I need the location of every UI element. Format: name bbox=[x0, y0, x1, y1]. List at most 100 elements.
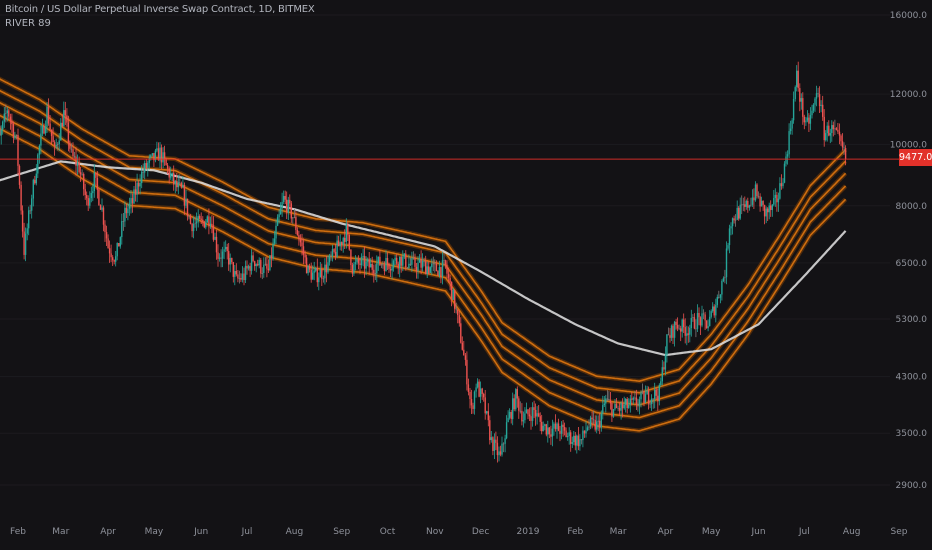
candle-body bbox=[818, 94, 821, 106]
candle-body bbox=[594, 420, 596, 430]
candle-body bbox=[267, 268, 270, 271]
candle-body bbox=[719, 294, 722, 298]
candle-body bbox=[162, 152, 164, 163]
candle-body bbox=[257, 264, 259, 266]
candle-body bbox=[159, 147, 161, 161]
candle-body bbox=[365, 261, 367, 269]
candle-body bbox=[205, 222, 207, 228]
x-tick-label: Jul bbox=[798, 527, 810, 537]
candle-body bbox=[657, 395, 659, 402]
candle-body bbox=[686, 333, 688, 336]
candle-body bbox=[270, 255, 273, 259]
x-tick-label: Apr bbox=[658, 527, 674, 537]
candle-body bbox=[727, 245, 729, 249]
candle-body bbox=[383, 265, 386, 272]
candle-body bbox=[815, 93, 818, 99]
candle-body bbox=[800, 98, 802, 102]
candle-body bbox=[218, 257, 221, 259]
candle-body bbox=[3, 113, 5, 122]
candle-body bbox=[438, 267, 441, 276]
candle-body bbox=[467, 384, 470, 392]
candle-body bbox=[660, 381, 662, 385]
candle-body bbox=[649, 403, 651, 405]
candle-body bbox=[313, 270, 315, 273]
candle-body bbox=[170, 174, 172, 178]
candle-body bbox=[534, 410, 537, 417]
time-axis[interactable]: Feb Mar Apr May Jun Jul Aug Sep Oct Nov Dec 2019 Feb… bbox=[0, 512, 932, 550]
candle-body bbox=[455, 308, 457, 310]
candle-body bbox=[160, 147, 163, 163]
candle-body bbox=[295, 216, 297, 230]
candle-body bbox=[721, 281, 723, 295]
candle-body bbox=[460, 323, 462, 343]
candle-body bbox=[443, 260, 445, 261]
candle-body bbox=[432, 262, 434, 264]
candle-body bbox=[734, 219, 737, 221]
candle-body bbox=[667, 334, 670, 336]
candle-body bbox=[0, 129, 2, 136]
candle-body bbox=[602, 405, 604, 414]
candle-body bbox=[733, 218, 735, 221]
candle-body bbox=[615, 404, 618, 408]
candle-body bbox=[348, 234, 350, 250]
x-tick-label: Nov bbox=[426, 527, 444, 537]
candle-body bbox=[542, 425, 544, 432]
candle-body bbox=[431, 263, 433, 268]
candle-body bbox=[292, 217, 294, 219]
candle-body bbox=[434, 262, 436, 264]
candle-body bbox=[254, 261, 256, 267]
candle-body bbox=[519, 410, 521, 412]
long-ma-line bbox=[0, 160, 847, 357]
y-tick-label: 2900.0 bbox=[896, 481, 928, 491]
candle-body bbox=[441, 260, 444, 277]
candle-body bbox=[130, 198, 132, 204]
candle-body bbox=[228, 251, 230, 265]
candle-body bbox=[382, 264, 384, 266]
candle-body bbox=[724, 277, 726, 279]
indicator-label[interactable]: RIVER 89 bbox=[5, 18, 51, 29]
price-axis[interactable]: 16000.0 12000.0 10000.0 8000.0 6500.0 5300.0 4… bbox=[890, 11, 927, 491]
candle-body bbox=[452, 290, 454, 300]
candle-body bbox=[454, 290, 456, 309]
candle-body bbox=[776, 194, 778, 203]
candle-body bbox=[748, 205, 751, 208]
candle-body bbox=[597, 420, 599, 422]
candle-body bbox=[715, 305, 717, 316]
candle-body bbox=[791, 120, 793, 129]
candle-body bbox=[512, 398, 514, 420]
candle-body bbox=[409, 263, 412, 265]
candle-body bbox=[718, 297, 720, 298]
candle-body bbox=[275, 225, 277, 239]
candle-body bbox=[61, 122, 63, 127]
candle-body bbox=[783, 163, 786, 183]
candle-body bbox=[260, 259, 262, 274]
candle-body bbox=[479, 388, 482, 397]
candle-body bbox=[472, 405, 474, 409]
candle-body bbox=[8, 110, 10, 117]
candle-body bbox=[705, 320, 708, 329]
candle-body bbox=[704, 314, 706, 321]
candle-body bbox=[208, 216, 210, 226]
candle-body bbox=[812, 104, 815, 111]
candle-body bbox=[617, 408, 619, 409]
candle-body bbox=[647, 390, 650, 404]
x-tick-label: Mar bbox=[610, 527, 627, 537]
candle-body bbox=[837, 129, 839, 132]
candle-body bbox=[385, 258, 387, 272]
candle-body bbox=[63, 110, 65, 127]
candle-body bbox=[518, 398, 520, 411]
candle-body bbox=[466, 359, 468, 385]
candle-body bbox=[336, 240, 338, 257]
candle-body bbox=[646, 390, 648, 395]
candle-body bbox=[583, 430, 586, 434]
candle-body bbox=[345, 224, 347, 242]
candle-body bbox=[516, 389, 518, 399]
candle-body bbox=[192, 224, 195, 232]
candle-body bbox=[341, 242, 343, 245]
candle-body bbox=[12, 124, 15, 138]
candle-body bbox=[171, 173, 173, 175]
candle-body bbox=[457, 309, 459, 316]
candle-body bbox=[620, 402, 622, 411]
candle-body bbox=[689, 327, 691, 335]
